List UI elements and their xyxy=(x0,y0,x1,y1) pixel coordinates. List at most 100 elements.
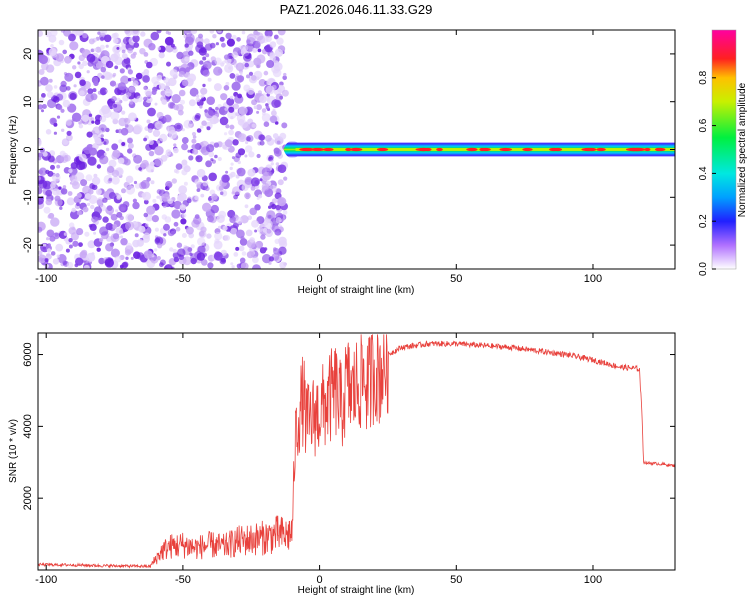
noise-blob xyxy=(78,242,83,248)
noise-blob xyxy=(66,261,74,269)
noise-blob xyxy=(98,30,108,36)
noise-blob xyxy=(189,87,199,97)
noise-blob xyxy=(110,233,120,243)
noise-blob xyxy=(180,218,187,225)
noise-blob xyxy=(243,45,249,51)
noise-blob xyxy=(283,72,287,77)
noise-blob xyxy=(42,246,46,250)
noise-blob xyxy=(118,139,123,144)
noise-blob xyxy=(255,241,263,248)
noise-blob xyxy=(58,39,65,46)
noise-blob xyxy=(259,140,265,146)
noise-blob xyxy=(191,144,197,150)
noise-blob xyxy=(49,117,57,126)
noise-blob xyxy=(229,95,234,100)
noise-blob xyxy=(78,124,84,129)
noise-blob xyxy=(64,154,71,162)
noise-blob xyxy=(86,131,93,138)
noise-blob xyxy=(59,206,63,210)
noise-blob xyxy=(62,99,71,108)
noise-blob xyxy=(111,169,120,178)
noise-blob xyxy=(55,53,64,62)
signal-peak xyxy=(376,147,389,152)
noise-blob xyxy=(125,221,135,231)
noise-blob xyxy=(132,80,139,87)
noise-blob xyxy=(193,216,202,225)
noise-blob xyxy=(127,137,133,144)
noise-blob xyxy=(81,114,90,123)
noise-blob xyxy=(274,99,282,108)
noise-blob xyxy=(223,54,230,60)
noise-blob xyxy=(194,143,202,150)
noise-blob xyxy=(74,172,85,182)
noise-blob xyxy=(183,181,188,186)
noise-blob xyxy=(207,197,212,201)
noise-blob xyxy=(125,175,134,184)
noise-blob xyxy=(97,31,101,35)
noise-blob xyxy=(191,138,197,144)
noise-blob xyxy=(211,193,218,201)
noise-blob xyxy=(219,191,224,195)
noise-blob xyxy=(127,69,133,75)
noise-blob xyxy=(60,188,68,195)
noise-blob xyxy=(263,70,269,76)
noise-blob xyxy=(226,97,235,106)
noise-blob xyxy=(231,51,239,58)
spectrogram-y-tick-label: 20 xyxy=(22,48,34,60)
noise-blob xyxy=(226,38,235,47)
signal-peak xyxy=(549,147,559,152)
noise-blob xyxy=(282,210,288,215)
noise-blob xyxy=(45,129,52,135)
noise-blob xyxy=(44,258,49,263)
noise-blob xyxy=(215,42,219,46)
noise-blob xyxy=(110,111,120,121)
noise-blob xyxy=(76,192,82,198)
noise-blob xyxy=(148,150,155,157)
noise-blob xyxy=(164,216,172,223)
noise-blob xyxy=(210,158,214,162)
noise-blob xyxy=(261,113,271,123)
noise-blob xyxy=(109,80,117,87)
noise-blob xyxy=(143,232,150,239)
noise-blob xyxy=(213,83,222,92)
noise-blob xyxy=(279,132,287,140)
noise-blob xyxy=(251,123,256,128)
noise-blob xyxy=(41,62,49,71)
noise-blob xyxy=(251,220,259,228)
noise-blob xyxy=(125,256,129,260)
noise-blob xyxy=(180,99,185,105)
noise-blob xyxy=(196,128,202,133)
noise-blob xyxy=(53,96,60,103)
noise-blob xyxy=(176,242,183,248)
noise-blob xyxy=(70,232,79,241)
noise-blob xyxy=(50,30,58,37)
noise-blob xyxy=(252,47,258,53)
noise-blob xyxy=(62,185,67,189)
noise-blob xyxy=(43,206,51,214)
noise-blob xyxy=(256,31,260,36)
noise-blob xyxy=(185,226,194,235)
noise-blob xyxy=(172,248,177,254)
noise-blob xyxy=(48,47,57,57)
spectrogram-x-tick-label: 0 xyxy=(317,273,323,285)
colorbar-frame xyxy=(711,29,737,270)
noise-blob xyxy=(201,120,207,126)
noise-blob xyxy=(175,169,180,174)
noise-blob xyxy=(108,192,116,199)
noise-blob xyxy=(105,60,114,69)
noise-blob xyxy=(161,193,170,202)
noise-blob xyxy=(205,160,213,168)
noise-blob xyxy=(281,89,289,97)
noise-blob xyxy=(210,56,216,62)
noise-blob xyxy=(217,156,222,162)
noise-blob xyxy=(230,162,234,166)
noise-blob xyxy=(188,155,194,161)
noise-blob xyxy=(141,192,147,198)
noise-blob xyxy=(245,229,253,237)
noise-blob xyxy=(65,248,70,253)
noise-blob xyxy=(202,83,206,88)
noise-blob xyxy=(125,185,136,195)
noise-blob xyxy=(88,113,93,117)
noise-blob xyxy=(246,74,250,79)
noise-blob xyxy=(202,69,210,77)
